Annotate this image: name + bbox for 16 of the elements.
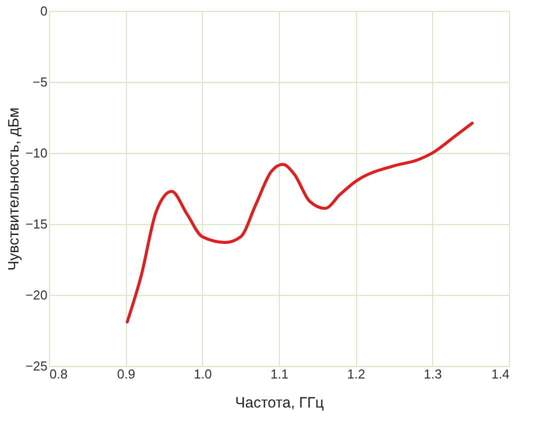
y-tick-label: −25 bbox=[25, 358, 48, 374]
x-tick-label: 1.4 bbox=[491, 366, 510, 382]
y-tick-label: −20 bbox=[25, 288, 48, 302]
x-tick-label: 1.2 bbox=[347, 366, 366, 382]
y-tick-label: −10 bbox=[25, 146, 48, 160]
x-tick-label: 0.9 bbox=[117, 366, 136, 382]
y-axis-title: Чувствительность, дБм bbox=[5, 107, 22, 271]
x-tick-label: 1.1 bbox=[270, 366, 289, 382]
x-axis-title: Частота, ГГц bbox=[235, 394, 324, 412]
y-tick-label: 0 bbox=[40, 4, 48, 18]
y-tick-label: −15 bbox=[25, 216, 48, 232]
y-tick-label: −5 bbox=[32, 74, 48, 90]
x-tick-label: 1.3 bbox=[424, 366, 442, 382]
x-tick-label: 0.8 bbox=[50, 366, 68, 382]
x-tick-label: 1.0 bbox=[194, 366, 212, 382]
line-series bbox=[126, 122, 474, 324]
